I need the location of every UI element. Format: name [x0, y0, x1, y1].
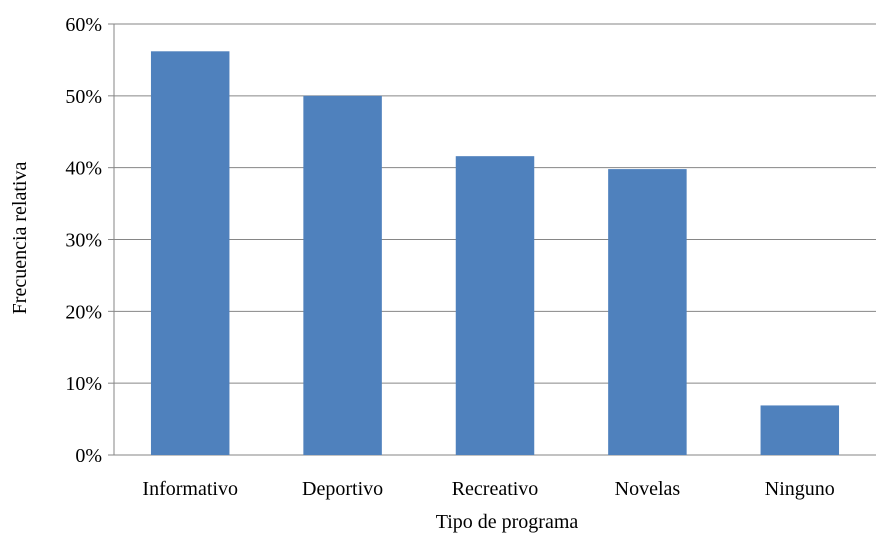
y-tick-label: 0% [75, 445, 102, 467]
bar-deportivo [303, 95, 382, 455]
bar-novelas [608, 169, 687, 455]
y-tick-label: 20% [65, 301, 102, 323]
x-axis-title: Tipo de programa [436, 511, 579, 533]
x-category-label: Deportivo [302, 478, 383, 500]
y-tick-label: 30% [65, 230, 102, 252]
y-tick-label: 10% [65, 373, 102, 395]
x-category-label: Ninguno [765, 478, 835, 500]
x-category-labels: Informativo Deportivo Recreativo Novelas Nin… [142, 478, 834, 500]
x-category-label: Novelas [615, 478, 681, 500]
x-category-label: Informativo [142, 478, 238, 500]
y-axis-title: Frecuencia relativa [9, 162, 31, 315]
y-tick-label: 40% [65, 158, 102, 180]
y-tick-label: 60% [65, 14, 102, 36]
bar-ninguno [760, 405, 840, 455]
y-tick-labels: 0% 10% 20% 30% 40% 50% 60% [65, 14, 102, 467]
bar-informativo [150, 51, 230, 456]
x-category-label: Recreativo [452, 478, 539, 500]
y-tick-label: 50% [65, 86, 102, 108]
bar-recreativo [455, 156, 535, 455]
bars [150, 51, 840, 456]
